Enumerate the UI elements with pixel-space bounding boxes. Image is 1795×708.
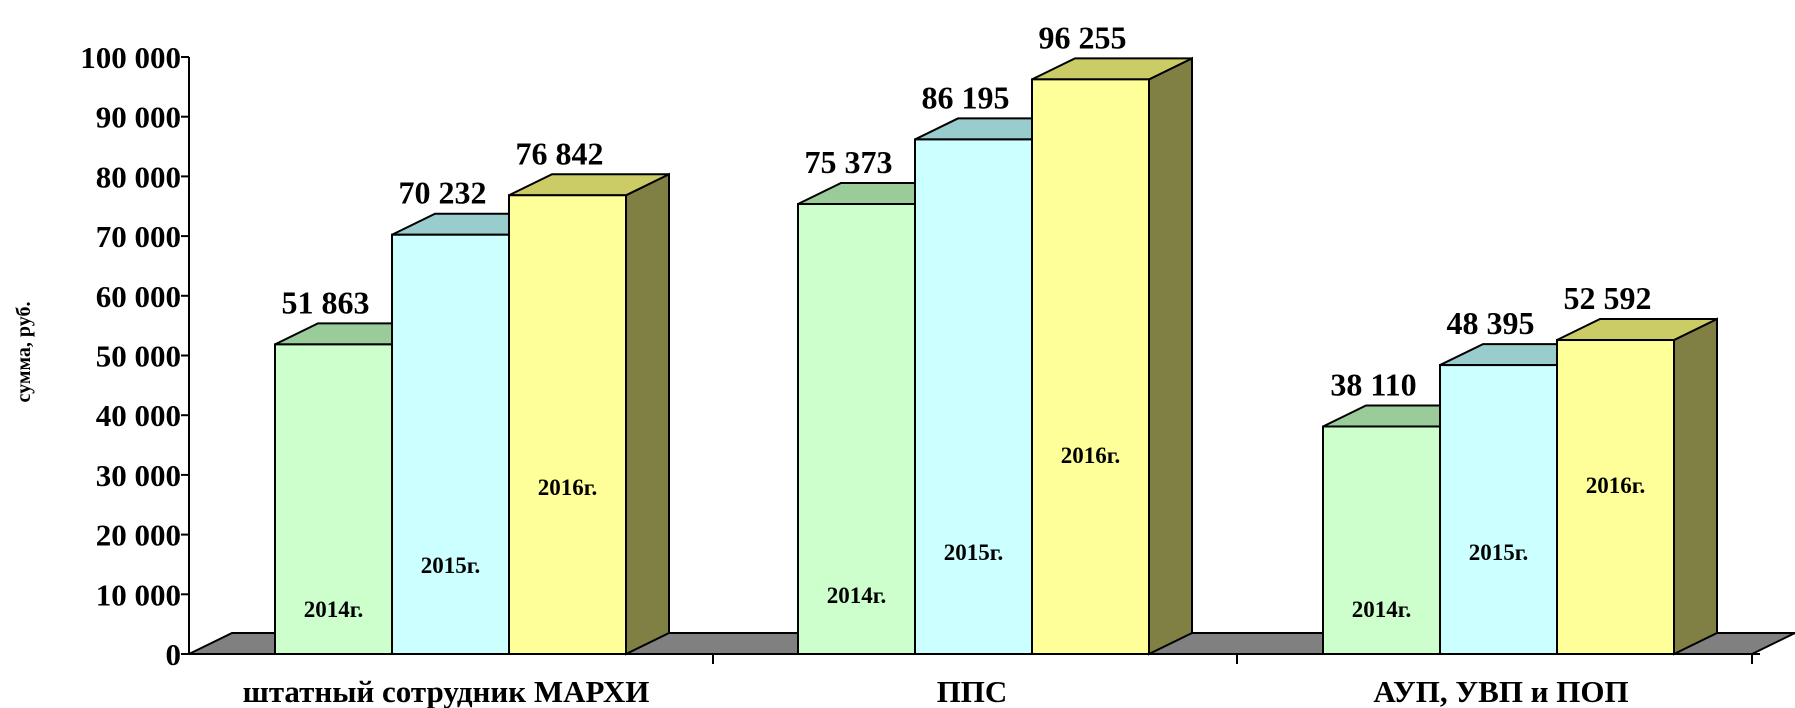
- bar-year-label: 2016г.: [1061, 443, 1121, 468]
- data-label: 96 255: [1039, 19, 1127, 55]
- y-tick-label: 50 000: [96, 339, 181, 374]
- data-label: 52 592: [1564, 280, 1652, 316]
- bar-year-label: 2016г.: [1586, 473, 1646, 498]
- data-label: 51 863: [282, 284, 370, 320]
- bar: [914, 138, 1033, 656]
- axes: 0 10 000 20 000 30 000 40 000 50 000 60 000 70 …: [80, 40, 1760, 708]
- y-axis-label: сумма, руб.: [13, 301, 35, 402]
- data-label: 70 232: [399, 175, 487, 211]
- bar: [1322, 425, 1441, 655]
- y-tick-label: 30 000: [96, 458, 181, 493]
- bar: [1439, 364, 1558, 655]
- y-tick-label: 70 000: [96, 219, 181, 254]
- data-label: 48 395: [1447, 305, 1535, 341]
- bars: [274, 56, 1718, 656]
- bar: [797, 203, 916, 655]
- bar-side: [1148, 56, 1193, 656]
- y-tick-label: 90 000: [96, 100, 181, 135]
- bar-year-label: 2014г.: [1352, 597, 1412, 622]
- bar-year-label: 2015г.: [1469, 540, 1529, 565]
- data-label: 38 110: [1330, 366, 1416, 402]
- data-label: 76 842: [516, 135, 604, 171]
- data-label: 86 195: [922, 79, 1010, 115]
- labels: 2014г. 51 863 2015г. 70 232 2016г. 76 842 2014…: [282, 19, 1652, 622]
- category-label: штатный сотрудник МАРХИ: [243, 674, 650, 708]
- bar-year-label: 2015г.: [421, 553, 481, 578]
- bar-side: [1673, 317, 1718, 656]
- category-label: ППС: [937, 674, 1008, 708]
- y-tick-label: 60 000: [96, 279, 181, 314]
- bar: [1556, 339, 1675, 655]
- category-label: АУП, УВП и ПОП: [1373, 674, 1628, 708]
- y-tick-label: 10 000: [96, 577, 181, 612]
- bar-year-label: 2014г.: [827, 583, 887, 608]
- bar: [1031, 78, 1150, 655]
- bar: [391, 233, 510, 655]
- bar: [508, 194, 627, 655]
- bar-side: [625, 172, 670, 656]
- y-tick-label: 0: [166, 637, 182, 672]
- y-tick-label: 20 000: [96, 518, 181, 553]
- data-label: 75 373: [805, 144, 893, 180]
- bar-year-label: 2015г.: [944, 540, 1004, 565]
- bar-year-label: 2016г.: [538, 475, 598, 500]
- y-tick-label: 80 000: [96, 159, 181, 194]
- bar-year-label: 2014г.: [304, 597, 364, 622]
- y-tick-label: 100 000: [80, 40, 181, 75]
- bar: [274, 343, 393, 655]
- y-tick-label: 40 000: [96, 398, 181, 433]
